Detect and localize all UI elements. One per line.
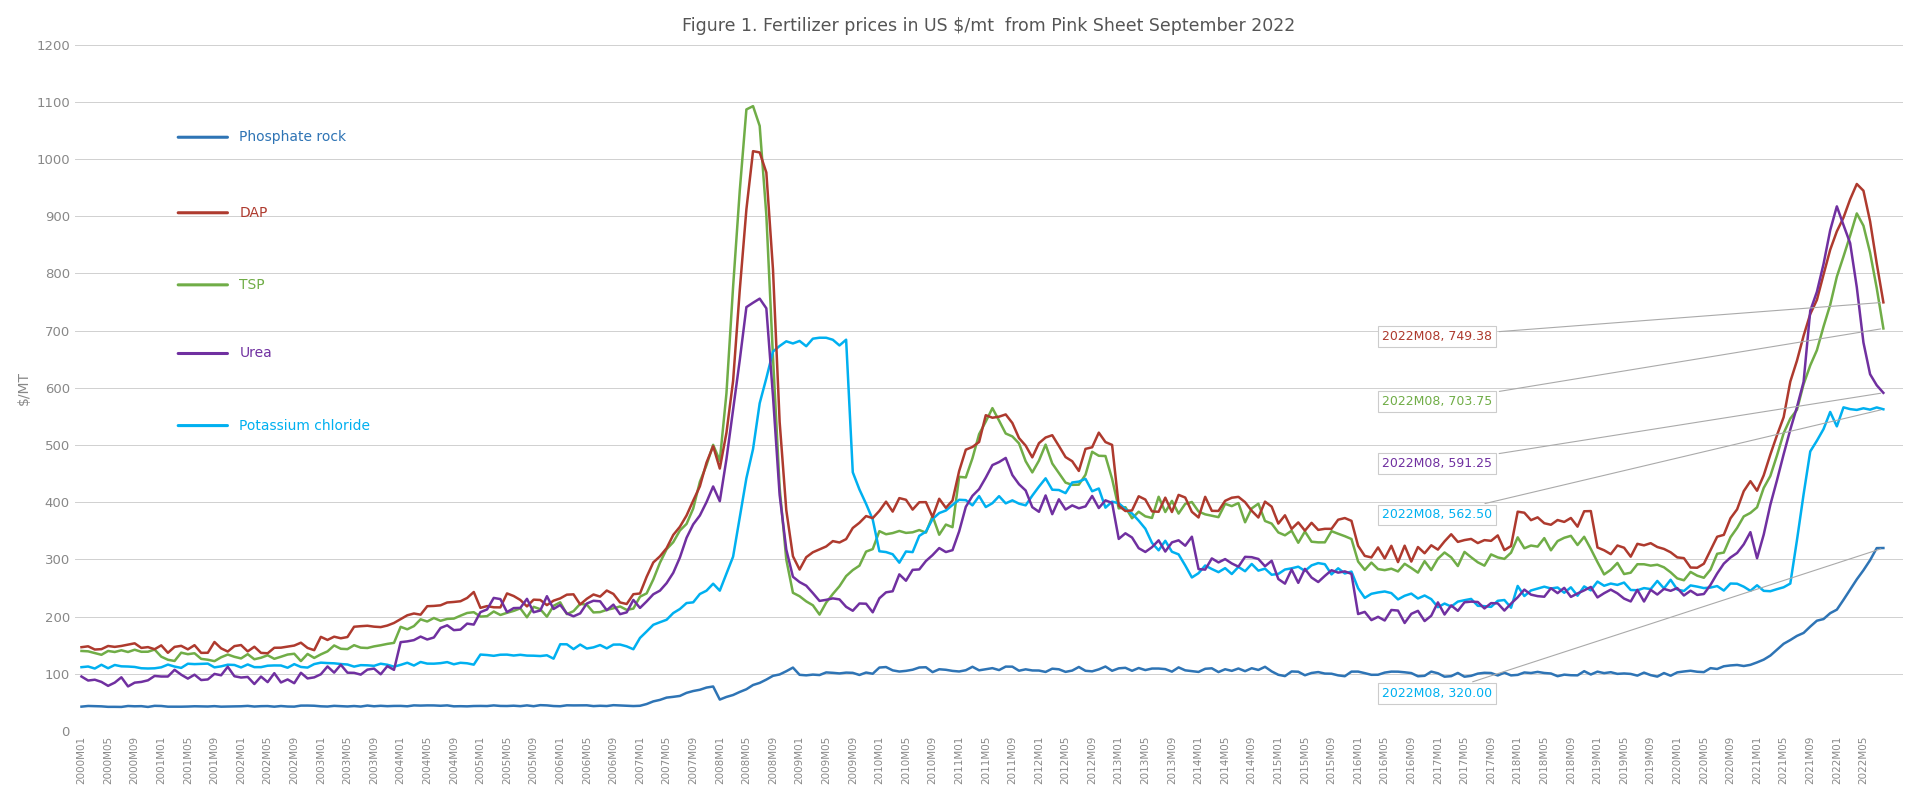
Text: 2022M08, 591.25: 2022M08, 591.25 bbox=[1382, 393, 1882, 470]
Y-axis label: $/MT: $/MT bbox=[17, 371, 31, 405]
Text: TSP: TSP bbox=[240, 278, 265, 292]
Text: 2022M08, 703.75: 2022M08, 703.75 bbox=[1382, 329, 1882, 408]
Text: Urea: Urea bbox=[240, 347, 273, 360]
Text: 2022M08, 562.50: 2022M08, 562.50 bbox=[1382, 410, 1882, 521]
Text: 2022M08, 749.38: 2022M08, 749.38 bbox=[1382, 303, 1880, 343]
Text: DAP: DAP bbox=[240, 206, 267, 219]
Text: Phosphate rock: Phosphate rock bbox=[240, 131, 346, 144]
Text: Potassium chloride: Potassium chloride bbox=[240, 419, 371, 433]
Title: Figure 1. Fertilizer prices in US $/mt  from Pink Sheet September 2022: Figure 1. Fertilizer prices in US $/mt f… bbox=[682, 17, 1296, 34]
Text: 2022M08, 320.00: 2022M08, 320.00 bbox=[1382, 549, 1882, 700]
